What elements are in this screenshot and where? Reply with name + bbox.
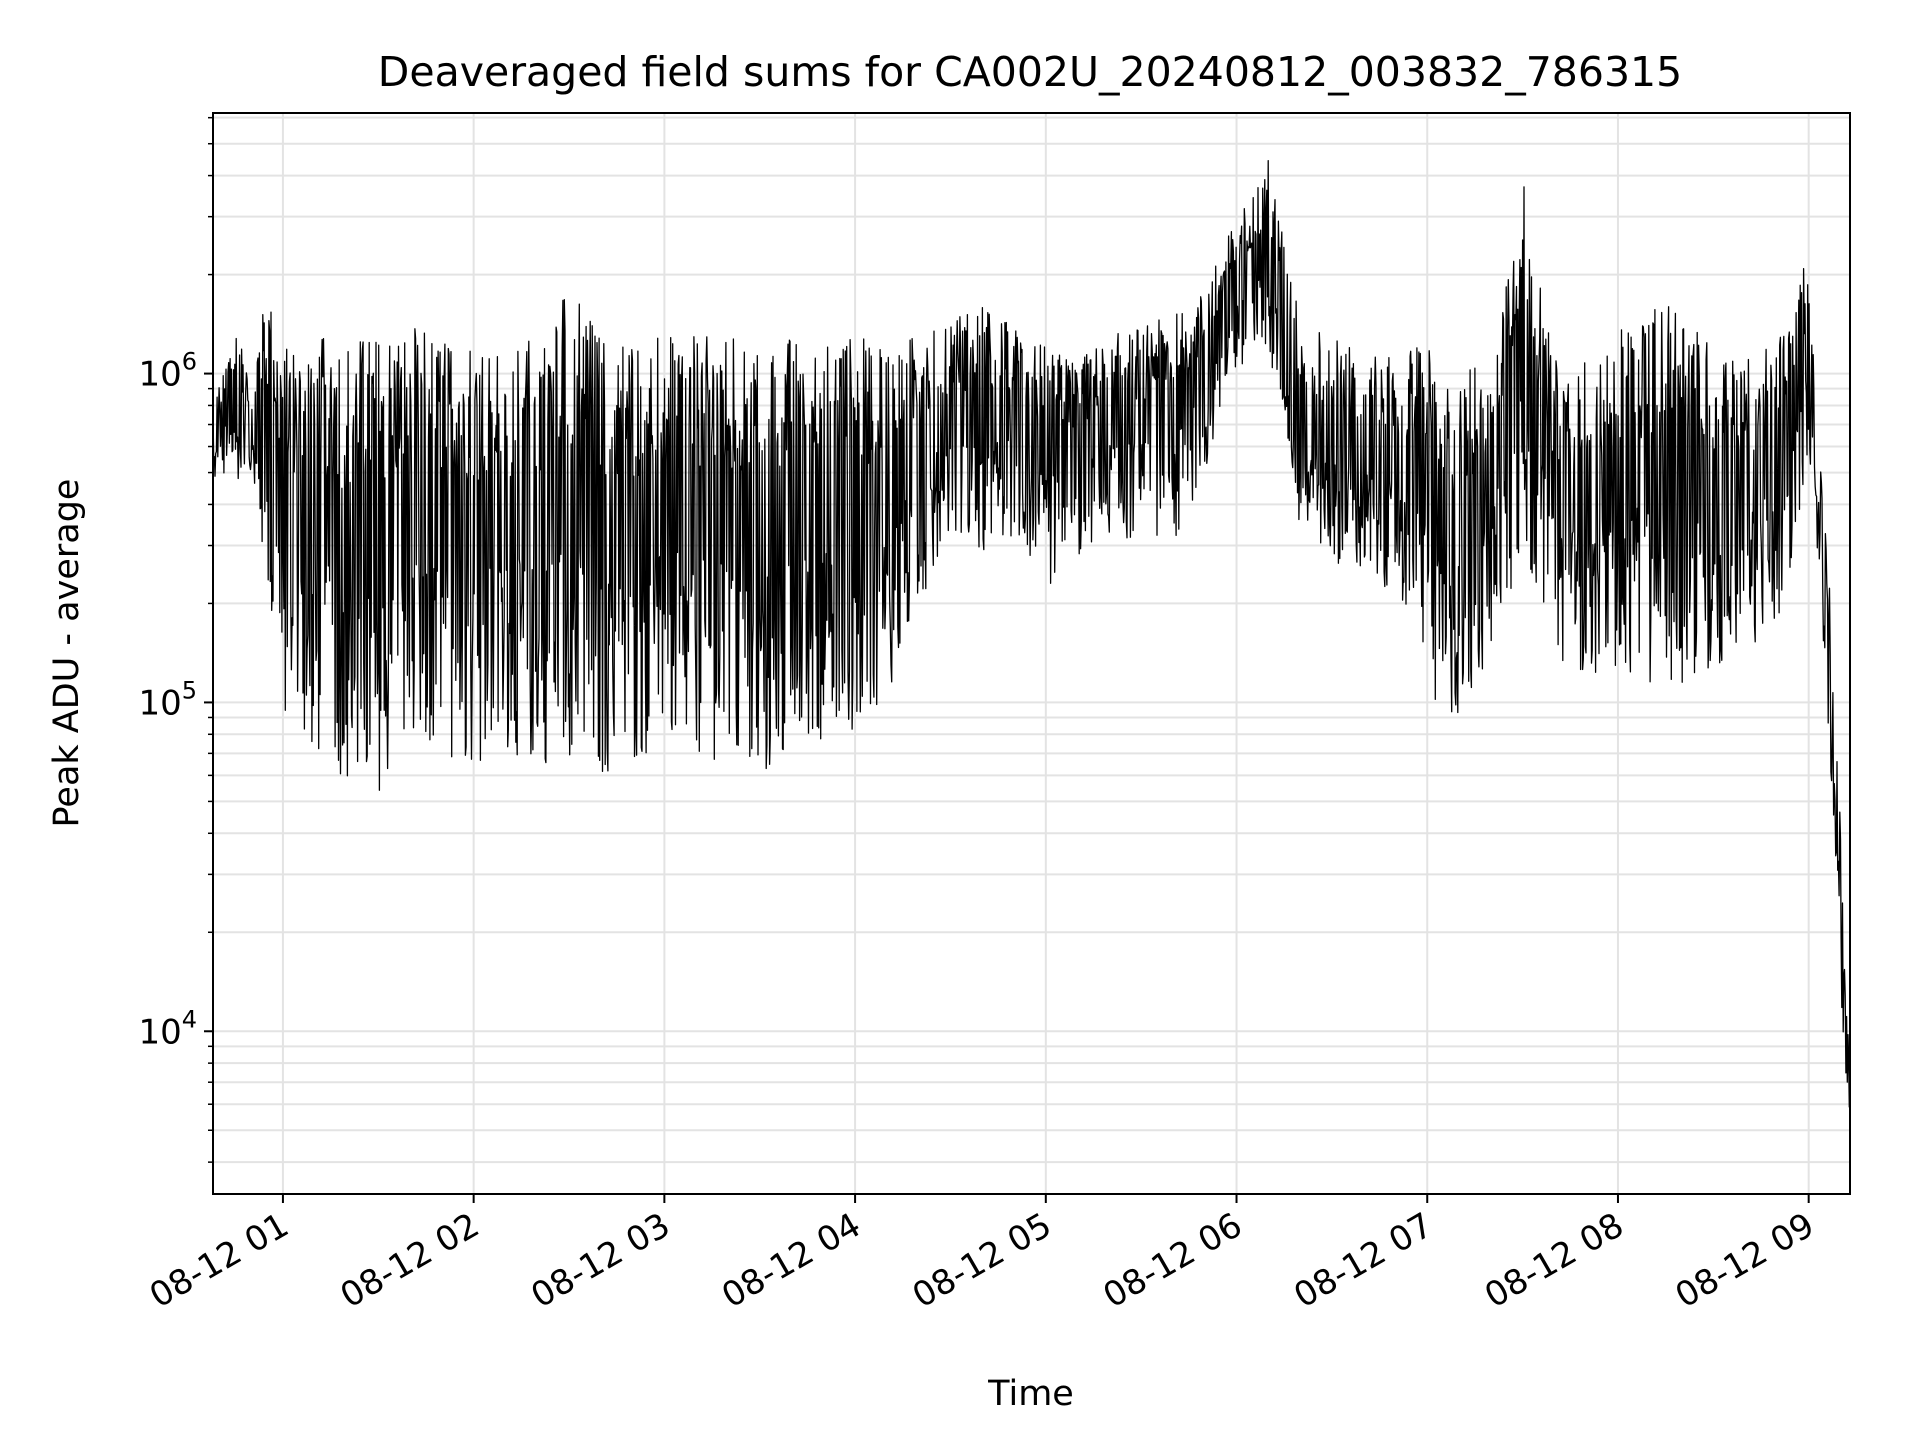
y-tick-label: 105 <box>138 676 197 723</box>
chart-title: Deaveraged field sums for CA002U_2024081… <box>378 48 1682 96</box>
y-tick-label: 106 <box>138 348 197 395</box>
plot-frame <box>212 112 1851 1195</box>
y-tick-label: 104 <box>138 1005 197 1052</box>
x-axis-label: Time <box>987 1374 1074 1414</box>
y-axis-label: Peak ADU - average <box>47 479 87 828</box>
series-layer <box>212 160 1851 1108</box>
series-line <box>212 160 1851 1108</box>
y-axis: 104 105 106 <box>138 116 213 1163</box>
